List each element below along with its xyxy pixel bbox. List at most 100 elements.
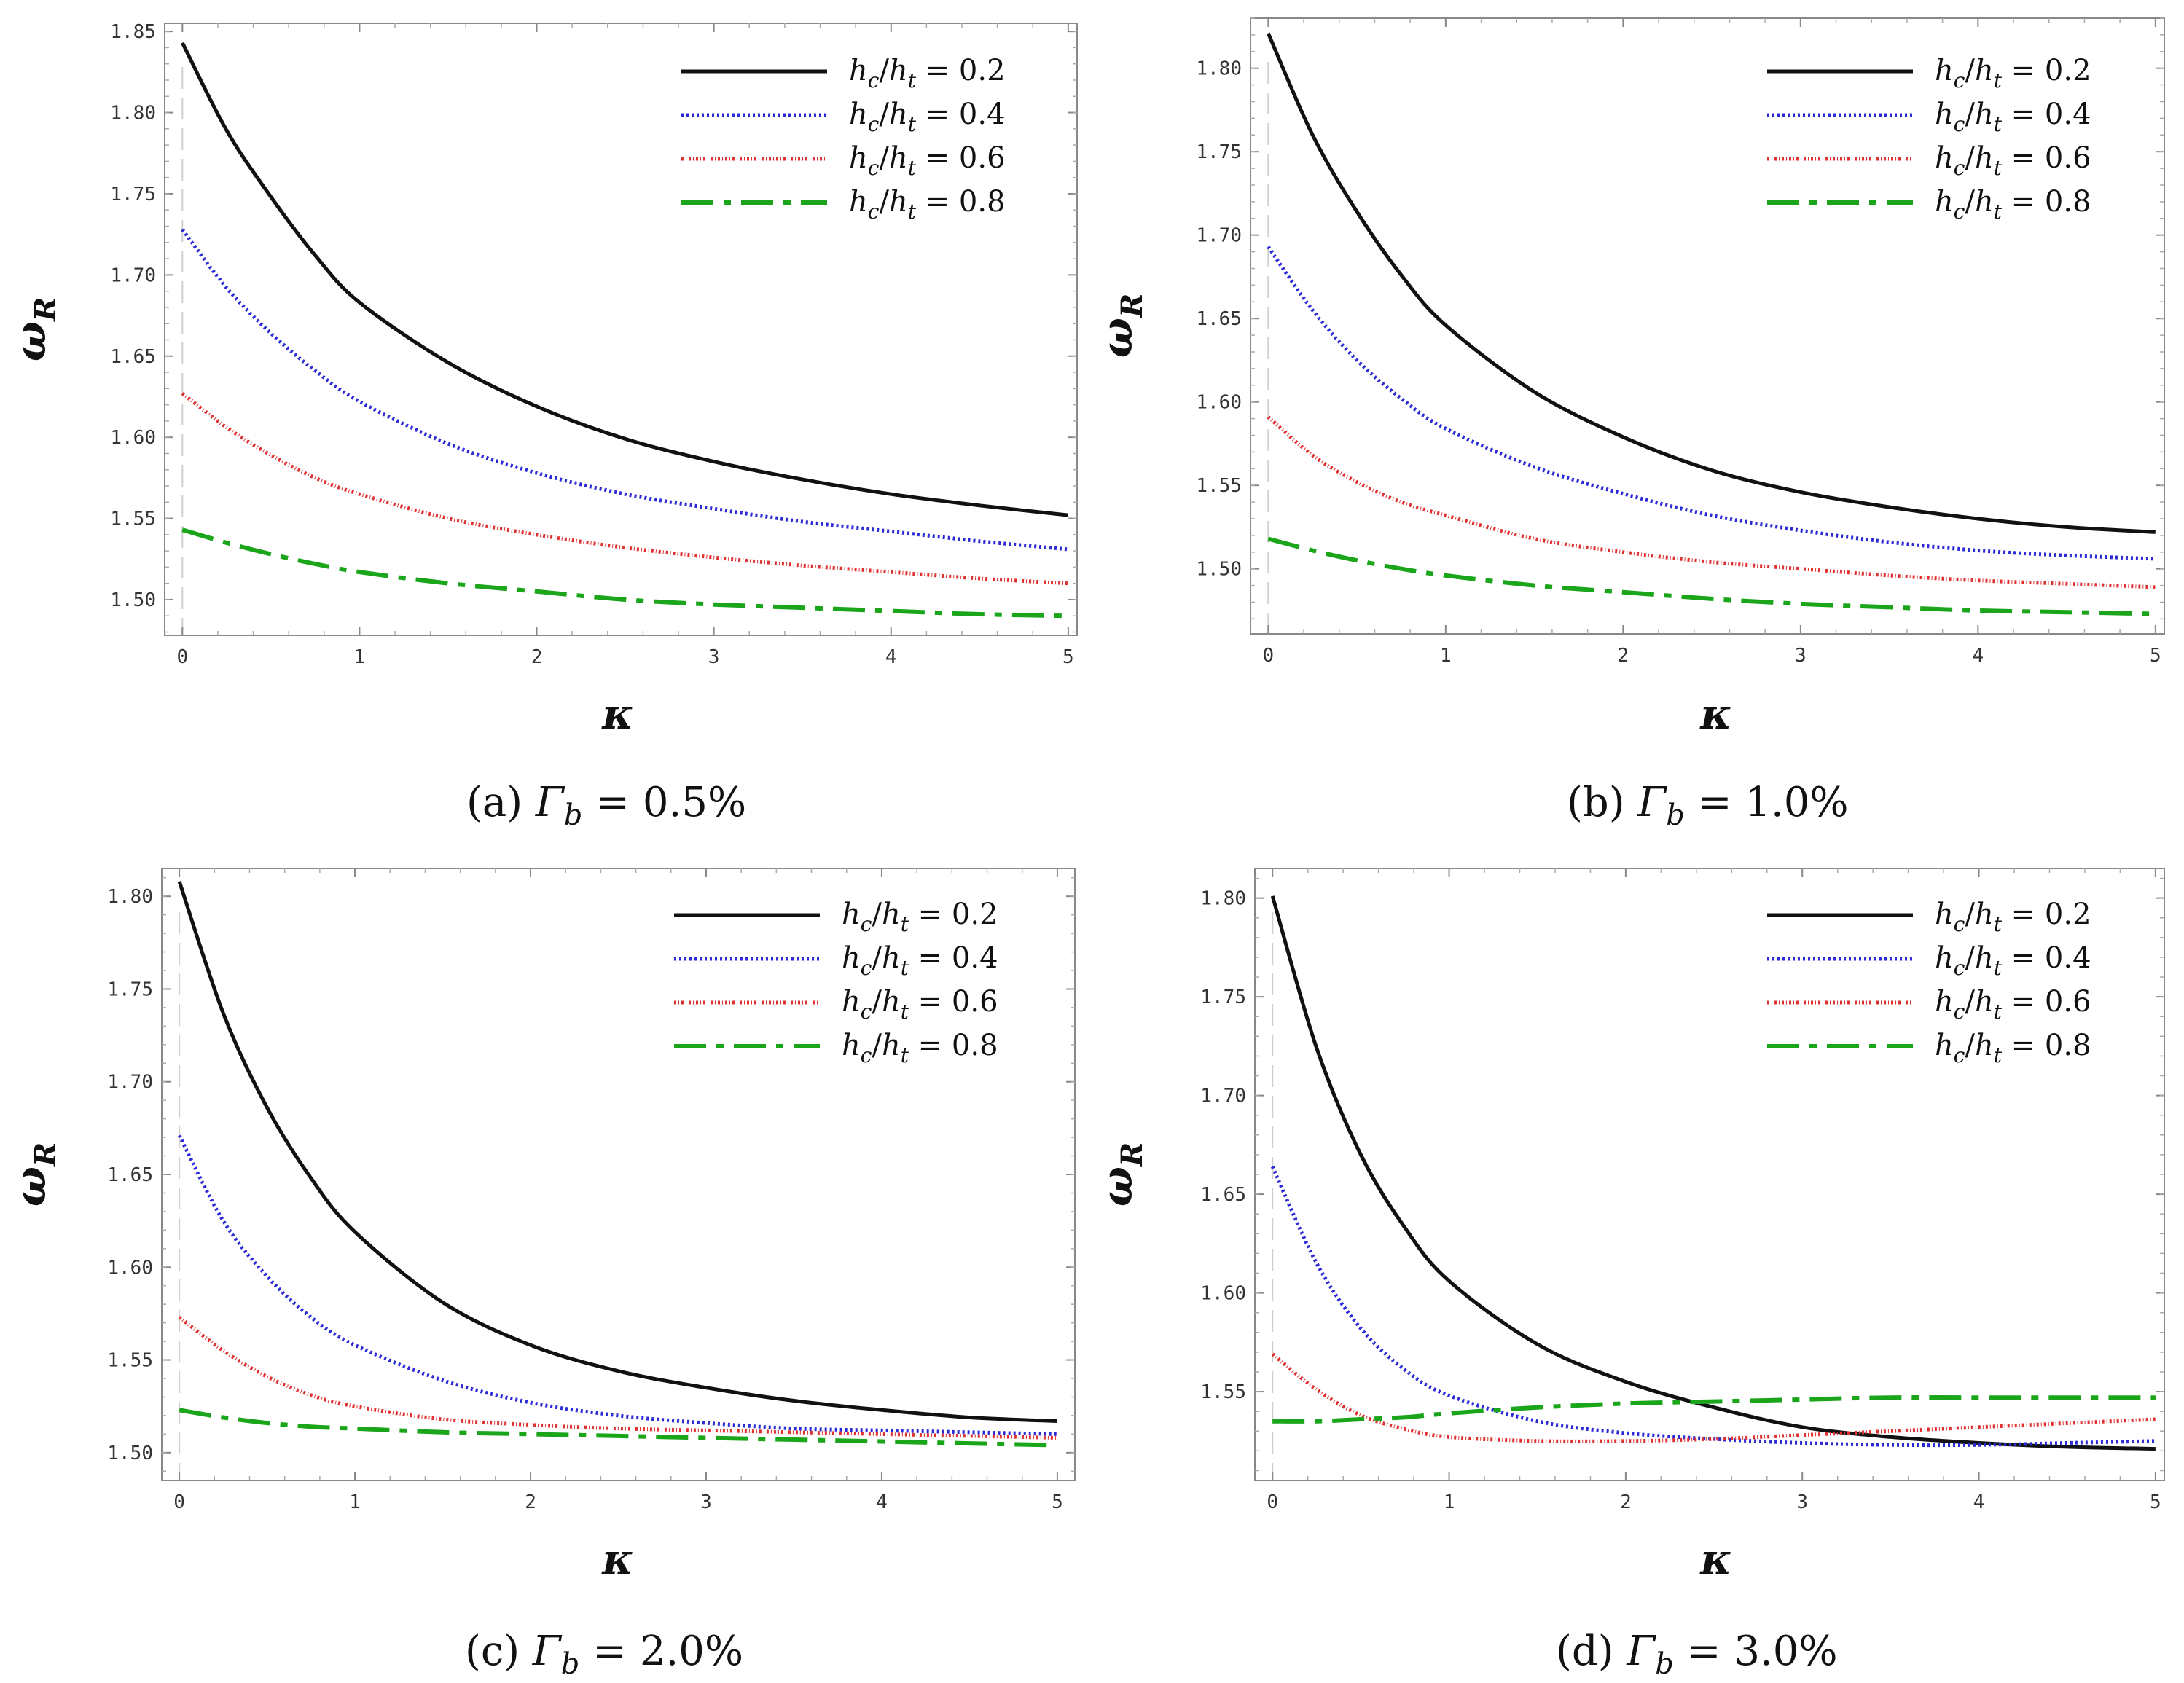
legend-h: h (849, 98, 868, 131)
x-tick-label: 4 (1973, 1491, 1985, 1513)
legend-entry-label: hc/ht = 0.8 (1935, 1029, 2091, 1067)
x-axis-label: κ (601, 689, 633, 739)
x-axis-label: κ (1699, 1534, 1731, 1584)
x-tick-label: 3 (1796, 1491, 1808, 1513)
legend-sub-c: c (1954, 156, 1965, 180)
series-line-hc-ht-0-6 (1271, 1352, 2156, 1443)
legend-h: h (1975, 985, 1994, 1019)
legend-h: h (1935, 141, 1954, 175)
legend-value: = 0.4 (2002, 98, 2091, 131)
series-line-hc-ht-0-2 (177, 881, 1057, 1423)
caption-prefix: (a) (466, 779, 536, 826)
x-tick-label: 0 (1267, 1491, 1278, 1513)
y-axis-subscript: R (28, 297, 63, 322)
y-tick-label: 1.75 (110, 184, 156, 205)
legend-sub-c: c (861, 956, 872, 980)
legend-value: = 0.2 (909, 898, 998, 931)
caption-gamma: Γ (532, 1628, 563, 1675)
legend-slash: / (879, 185, 889, 219)
legend-slash: / (872, 985, 882, 1019)
y-axis-label: ωR (1092, 294, 1149, 358)
x-tick-label: 5 (1062, 646, 1074, 668)
legend-value: = 0.8 (916, 185, 1006, 219)
plot-frame (164, 23, 1078, 636)
y-tick-label: 1.50 (110, 589, 156, 611)
legend-h: h (1975, 141, 1994, 175)
y-tick-label: 1.65 (107, 1164, 153, 1186)
x-axis-label: κ (1699, 689, 1731, 739)
x-axis-label: κ (601, 1534, 633, 1584)
caption-subscript: b (564, 799, 583, 832)
legend-sub-t: t (901, 956, 909, 980)
y-tick-label: 1.80 (107, 886, 153, 908)
x-tick-label: 4 (1973, 645, 1984, 667)
y-axis-subscript: R (1115, 1142, 1149, 1167)
legend-sub-c: c (1954, 956, 1965, 980)
legend-value: = 0.6 (909, 985, 998, 1019)
legend-value: = 0.6 (2002, 985, 2091, 1019)
legend-slash: / (1965, 941, 1975, 975)
legend-sub-t: t (908, 68, 917, 93)
x-tick-label: 5 (2150, 1491, 2161, 1513)
legend-h: h (1975, 185, 1994, 219)
series-line-hc-ht-0-2 (181, 42, 1069, 517)
legend-sub-c: c (1954, 1043, 1965, 1067)
legend-entry-label: hc/ht = 0.4 (849, 98, 1006, 136)
legend-h: h (1975, 941, 1994, 975)
y-tick-label: 1.80 (1200, 888, 1246, 910)
y-tick-label: 1.80 (110, 103, 156, 125)
legend-sub-c: c (1954, 912, 1965, 936)
legend-h: h (889, 98, 908, 131)
x-tick-label: 1 (1440, 645, 1452, 667)
legend-sub-t: t (1994, 956, 2003, 980)
legend-h: h (1935, 98, 1954, 131)
y-tick-label: 1.65 (1196, 308, 1242, 330)
legend-sub-c: c (1954, 112, 1965, 136)
y-axis-symbol: ω (1092, 318, 1142, 358)
legend-entry-label: hc/ht = 0.6 (1935, 985, 2091, 1024)
y-tick-label: 1.75 (1196, 141, 1242, 163)
legend-sub-t: t (908, 112, 917, 136)
legend-entry-label: hc/ht = 0.2 (842, 898, 998, 936)
legend-value: = 0.4 (2002, 941, 2091, 975)
x-tick-label: 2 (525, 1491, 536, 1513)
legend-entry-label: hc/ht = 0.4 (1935, 98, 2091, 136)
caption-prefix: (c) (465, 1628, 533, 1675)
legend-value: = 0.8 (2002, 1029, 2091, 1062)
legend-h: h (889, 54, 908, 87)
series-line-hc-ht-0-8 (1267, 536, 2156, 616)
x-tick-label: 1 (1444, 1491, 1455, 1513)
legend-sub-t: t (908, 200, 917, 224)
series-line-hc-ht-0-8 (181, 527, 1068, 619)
legend-entry-label: hc/ht = 0.2 (1935, 898, 2091, 936)
y-tick-label: 1.50 (107, 1443, 153, 1464)
y-tick-label: 1.60 (1196, 392, 1242, 414)
series-line-hc-ht-0-4 (1267, 246, 2156, 561)
series-line-hc-ht-0-6 (178, 1316, 1057, 1440)
series-line-hc-ht-0-8 (1272, 1394, 2156, 1424)
legend-slash: / (1965, 1029, 1975, 1062)
x-tick-label: 5 (1052, 1491, 1063, 1513)
legend-h: h (882, 1029, 901, 1062)
series-line-hc-ht-0-2 (1267, 32, 2156, 534)
x-tick-label: 4 (885, 646, 897, 668)
legend-value: = 0.4 (909, 941, 998, 975)
y-axis-symbol: ω (6, 1166, 55, 1207)
y-tick-label: 1.70 (1200, 1086, 1246, 1107)
panel-caption: (a) Γb = 0.5% (466, 779, 746, 832)
x-tick-label: 0 (1263, 645, 1275, 667)
y-axis-label: ωR (6, 297, 63, 361)
legend-sub-c: c (868, 200, 880, 224)
y-axis-symbol: ω (6, 321, 55, 361)
y-tick-label: 1.75 (1200, 986, 1246, 1008)
legend-value: = 0.4 (916, 98, 1006, 131)
x-tick-label: 3 (1795, 645, 1807, 667)
legend-slash: / (1965, 141, 1975, 175)
legend-h: h (842, 941, 861, 975)
legend-sub-t: t (901, 1000, 909, 1024)
legend-sub-t: t (901, 912, 909, 936)
legend-slash: / (1965, 985, 1975, 1019)
panel-caption: (d) Γb = 3.0% (1556, 1628, 1838, 1681)
y-tick-label: 1.65 (1200, 1184, 1246, 1206)
legend-value: = 0.2 (2002, 54, 2091, 87)
